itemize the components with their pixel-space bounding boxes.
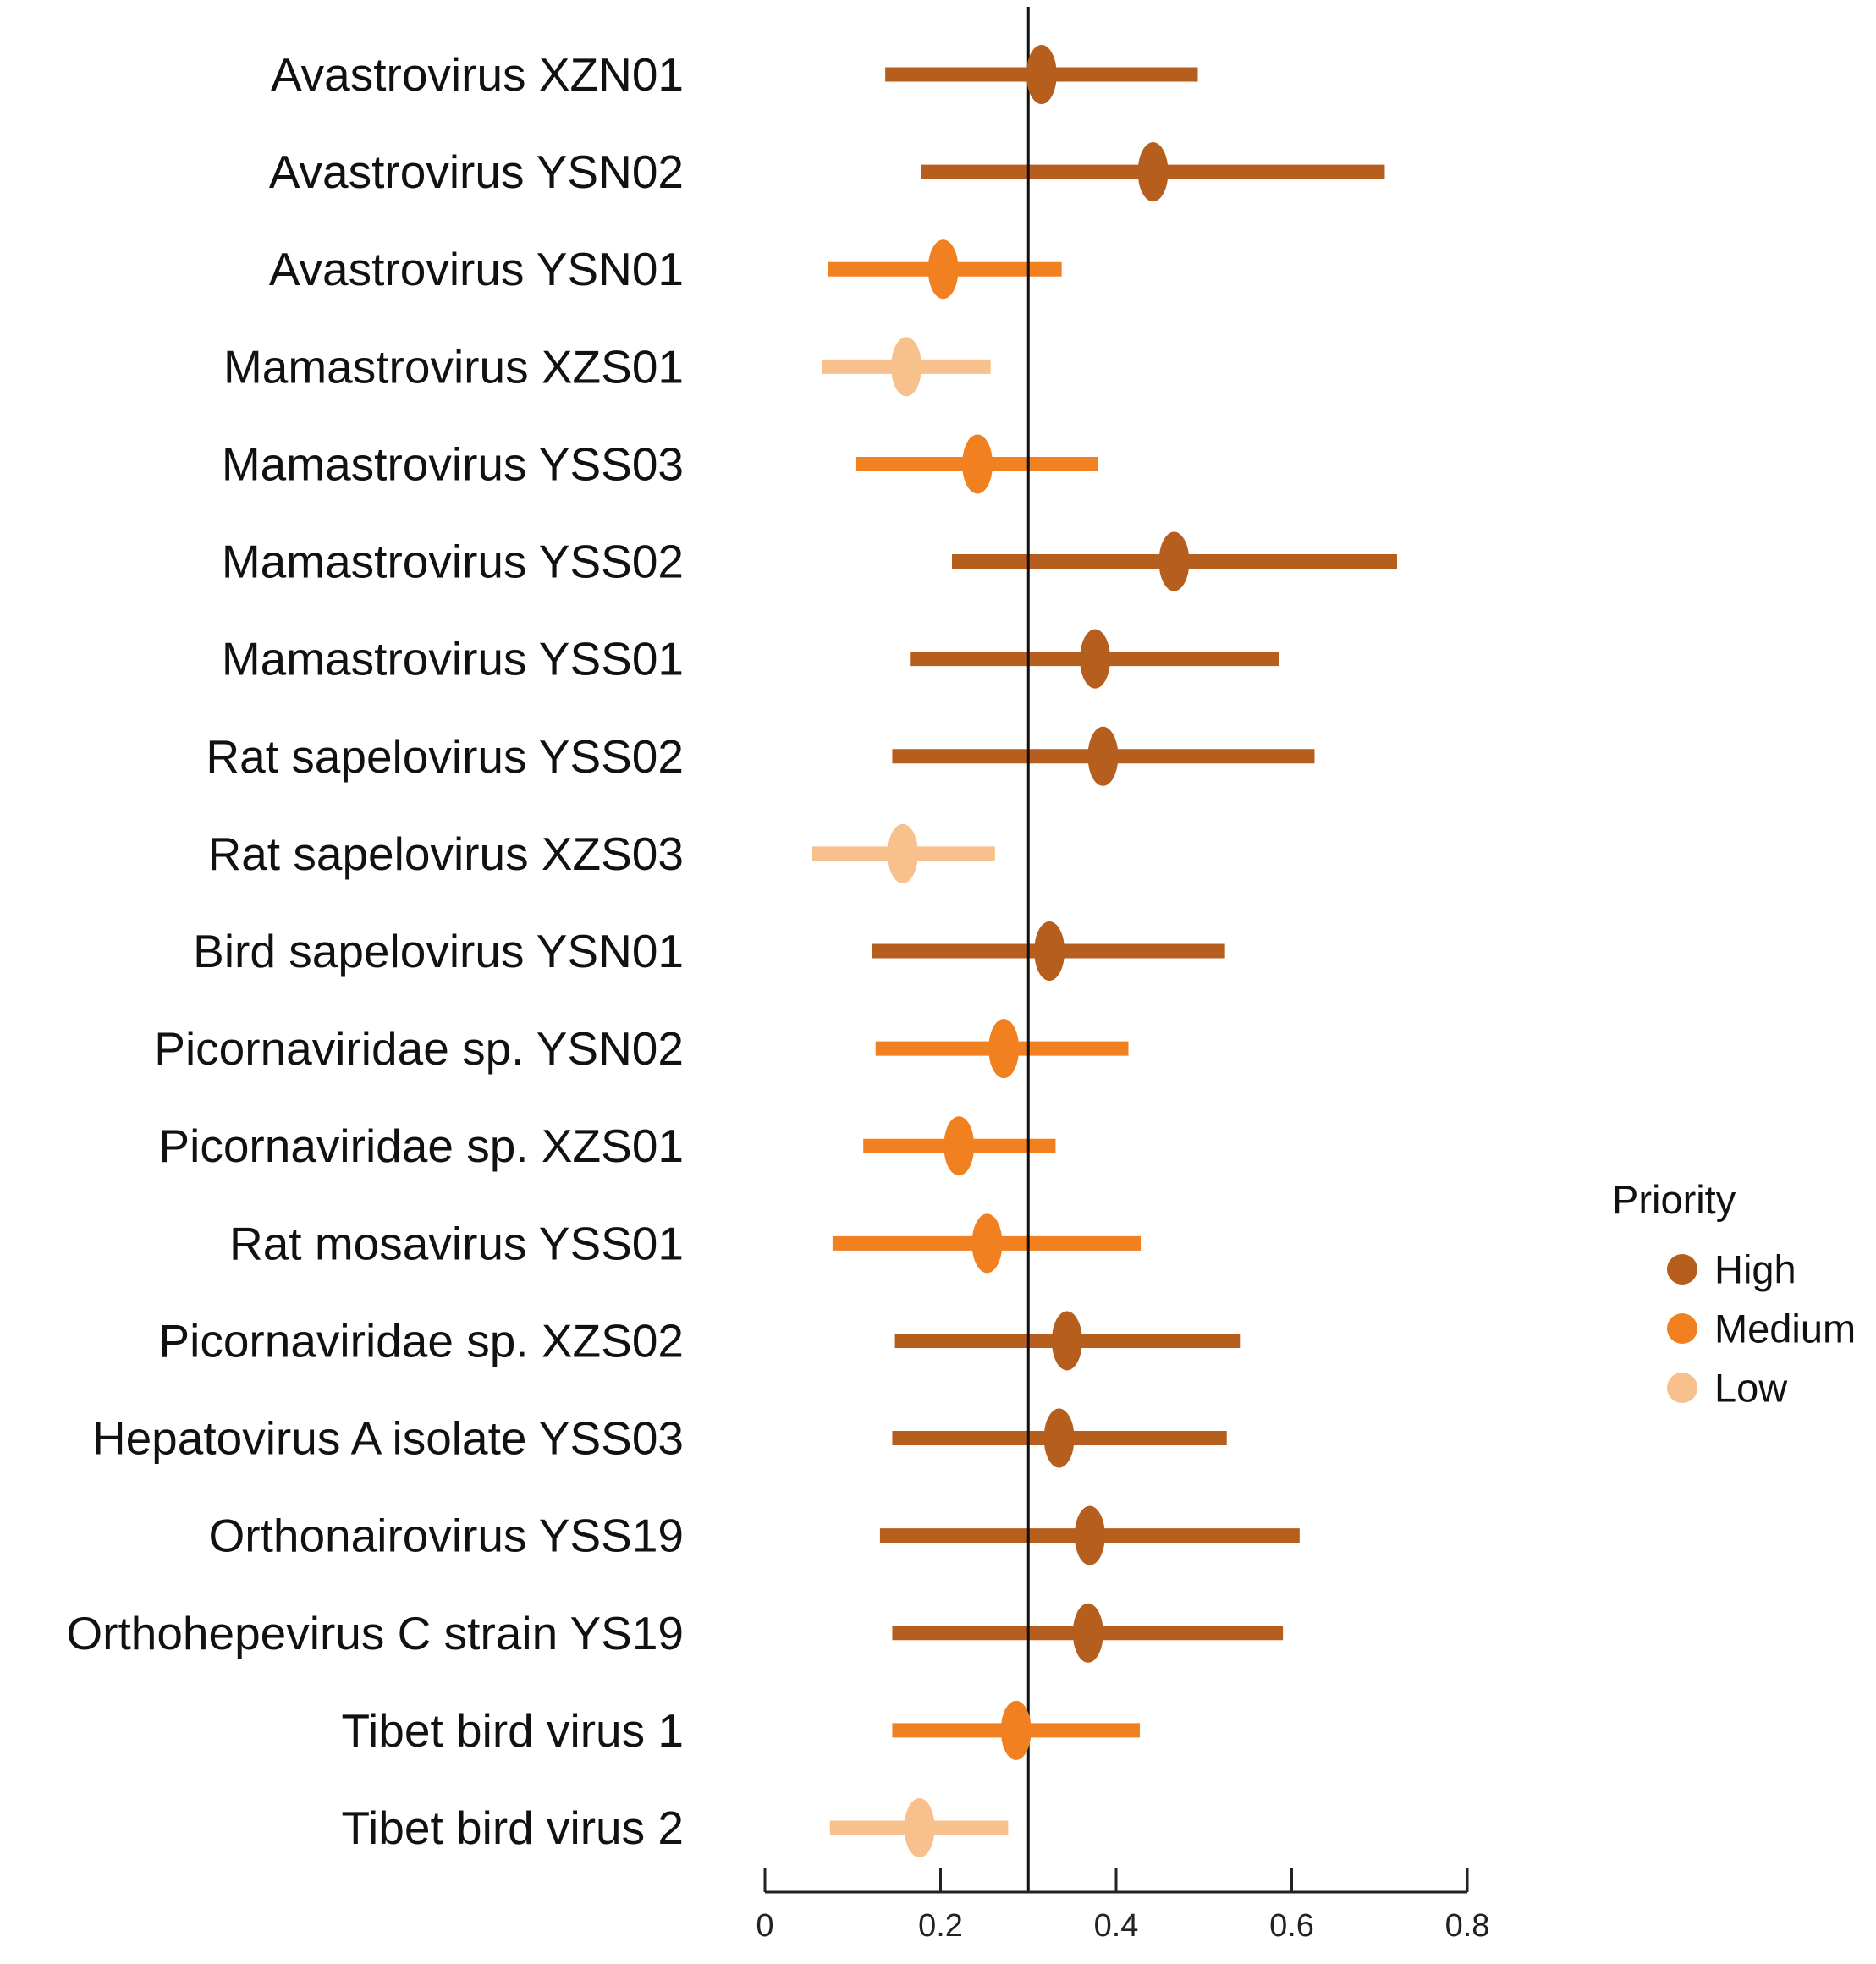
row-label: Mamastrovirus YSS01 — [222, 633, 684, 685]
point-estimate — [1000, 1700, 1032, 1760]
point-estimate — [1087, 726, 1119, 786]
point-estimate — [962, 434, 993, 494]
point-estimate — [891, 337, 922, 397]
x-tick-label: 0.6 — [1269, 1908, 1314, 1944]
legend: Priority High Medium Low — [1612, 1177, 1856, 1411]
row-label: Tibet bird virus 2 — [342, 1802, 685, 1854]
point-estimate — [1080, 629, 1111, 689]
x-tick-label: 0.4 — [1094, 1908, 1139, 1944]
row-label: Mamastrovirus YSS02 — [222, 536, 684, 588]
x-tick-label: 0 — [756, 1908, 773, 1944]
point-estimate — [904, 1798, 935, 1857]
x-axis: 0 0.2 0.4 0.6 0.8 — [756, 1868, 1489, 1944]
legend-swatch — [1667, 1313, 1697, 1344]
point-estimate — [927, 239, 959, 300]
row-label: Avastrovirus XZN01 — [271, 48, 684, 101]
point-estimates-layer — [887, 45, 1190, 1857]
legend-swatch — [1667, 1254, 1697, 1285]
point-estimate — [1034, 921, 1065, 981]
row-label: Rat sapelovirus XZS03 — [208, 828, 685, 880]
x-tick-label: 0.2 — [918, 1908, 963, 1944]
point-estimate — [1072, 1603, 1103, 1663]
point-estimate — [1158, 531, 1190, 591]
row-label: Picornaviridae sp. XZS02 — [158, 1314, 684, 1367]
ci-lines-layer — [812, 67, 1397, 1835]
row-label: Mamastrovirus YSS03 — [222, 437, 684, 490]
legend-label: Medium — [1714, 1307, 1856, 1351]
row-label: Avastrovirus YSN01 — [269, 243, 684, 295]
row-label: Picornaviridae sp. XZS01 — [158, 1120, 684, 1172]
row-label: Bird sapelovirus YSN01 — [193, 925, 684, 977]
point-estimate — [944, 1116, 975, 1176]
legend-swatch — [1667, 1373, 1697, 1403]
point-estimate — [988, 1019, 1020, 1079]
row-labels-layer: Avastrovirus XZN01 Avastrovirus YSN02 Avas… — [66, 48, 684, 1854]
legend-label: Low — [1714, 1366, 1788, 1411]
row-label: Mamastrovirus XZS01 — [223, 340, 684, 393]
row-label: Orthohepevirus C strain YS19 — [66, 1607, 684, 1659]
point-estimate — [1051, 1311, 1082, 1371]
row-label: Picornaviridae sp. YSN02 — [154, 1022, 684, 1075]
row-label: Hepatovirus A isolate YSS03 — [92, 1412, 684, 1465]
row-label: Orthonairovirus YSS19 — [209, 1510, 685, 1562]
point-estimate — [971, 1213, 1003, 1274]
legend-title: Priority — [1612, 1177, 1736, 1222]
row-label: Avastrovirus YSN02 — [269, 146, 684, 198]
point-estimate — [1043, 1408, 1075, 1468]
point-estimate — [1074, 1505, 1105, 1565]
point-estimate — [887, 823, 918, 883]
point-estimate — [1026, 45, 1057, 104]
row-label: Rat mosavirus YSS01 — [229, 1217, 684, 1269]
legend-label: High — [1714, 1247, 1796, 1292]
row-label: Rat sapelovirus YSS02 — [206, 730, 684, 783]
point-estimate — [1137, 142, 1169, 202]
x-tick-label: 0.8 — [1445, 1908, 1490, 1944]
row-label: Tibet bird virus 1 — [342, 1704, 685, 1757]
